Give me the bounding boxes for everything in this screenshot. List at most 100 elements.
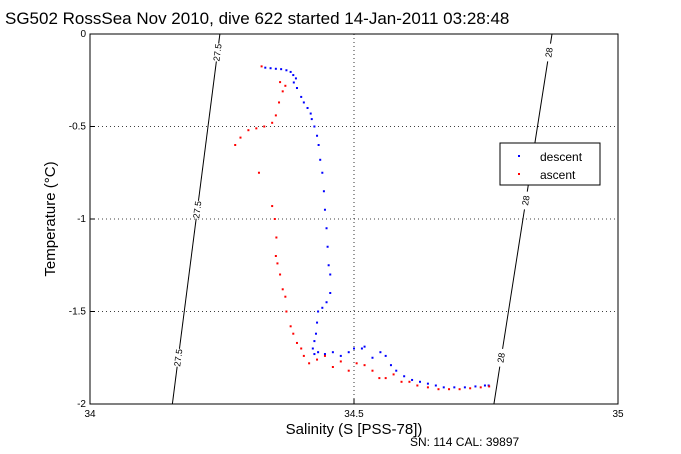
y-tick-label: -0.5	[69, 122, 87, 133]
descent-point	[314, 332, 317, 335]
ascent-point	[255, 127, 258, 130]
legend: descent ascent	[499, 142, 601, 186]
descent-point	[411, 378, 414, 381]
y-tick-label: -1.5	[69, 307, 87, 318]
x-tick-label: 34.5	[344, 409, 364, 420]
ascent-point	[274, 255, 277, 257]
isopycnal-label: 27.5	[172, 348, 184, 367]
ascent-point	[257, 171, 260, 174]
ascent-point	[295, 341, 298, 344]
descent-point	[360, 347, 363, 350]
footer-serial-cal: SN: 114 CAL: 39897	[410, 435, 520, 449]
descent-point	[353, 347, 355, 350]
ascent-point	[260, 65, 263, 68]
ascent-point	[347, 369, 350, 372]
descent-point	[339, 354, 342, 357]
isopycnal-line	[171, 33, 221, 405]
ascent-point	[234, 144, 237, 146]
ascent-point	[271, 121, 274, 124]
descent-point	[453, 386, 456, 389]
ascent-point	[271, 205, 274, 208]
isopycnal-label-bg	[172, 348, 185, 368]
ascent-point	[281, 90, 284, 93]
isopycnal-label-bg	[211, 42, 224, 63]
descent-point	[483, 384, 486, 387]
descent-point	[264, 66, 267, 69]
descent-point	[321, 306, 324, 309]
descent-point	[331, 351, 334, 354]
descent-point	[323, 353, 326, 356]
ascent-point	[278, 101, 281, 104]
ascent-point	[371, 369, 374, 372]
ascent-point	[426, 386, 429, 389]
ascent-point	[276, 262, 279, 265]
descent-point	[326, 245, 329, 248]
legend-label-descent: descent	[540, 150, 583, 164]
ascent-point	[469, 387, 472, 390]
descent-point	[419, 380, 421, 383]
ascent-point	[384, 377, 387, 380]
descent-point	[329, 273, 332, 276]
ascent-point	[339, 360, 342, 363]
ascent-point	[323, 354, 326, 357]
isopycnal-label: 28	[520, 195, 531, 206]
ascent-point	[308, 362, 311, 365]
ascent-point	[281, 288, 284, 291]
isopycnal-label: 28	[495, 352, 506, 363]
descent-point	[311, 347, 314, 350]
descent-point	[323, 208, 326, 211]
descent-point	[347, 351, 350, 354]
isopycnal-label: 27.5	[211, 43, 223, 62]
ascent-point	[285, 310, 288, 313]
descent-point	[319, 158, 322, 161]
isopycnal-label-bg	[191, 200, 204, 220]
ascent-point	[284, 295, 287, 298]
y-tick-label: -2	[77, 399, 86, 410]
descent-point	[474, 385, 477, 388]
ascent-point	[408, 380, 411, 383]
descent-point	[327, 264, 330, 267]
ascent-point	[355, 362, 358, 365]
descent-point	[306, 107, 309, 109]
ascent-point	[448, 388, 451, 391]
descent-point	[403, 375, 406, 378]
descent-point	[285, 69, 288, 72]
isopycnal-label-bg	[519, 190, 533, 211]
ascent-point	[239, 136, 242, 139]
descent-point	[313, 353, 316, 356]
ascent-point	[316, 358, 319, 361]
ascent-point	[275, 236, 278, 239]
ascent-point	[363, 364, 366, 367]
ascent-point	[292, 332, 295, 335]
descent-point	[313, 340, 316, 343]
descent-point	[313, 125, 316, 128]
ascent-point	[331, 366, 334, 368]
ascent-point	[488, 385, 491, 388]
descent-point	[274, 67, 277, 70]
legend-marker-descent	[518, 155, 520, 157]
descent-point	[329, 292, 332, 294]
legend-label-ascent: ascent	[540, 168, 576, 182]
y-tick-label: -1	[77, 214, 86, 225]
descent-point	[363, 345, 366, 348]
ascent-point	[274, 114, 277, 117]
ascent-point	[300, 347, 303, 350]
descent-point	[317, 351, 320, 354]
descent-point	[317, 310, 320, 313]
ascent-point	[302, 354, 305, 357]
axis-ticks: 34 34.5 35 0 -0.5 -1 -1.5 -2	[69, 29, 624, 420]
ascent-point	[400, 380, 403, 383]
descent-point	[302, 101, 305, 104]
descent-point	[289, 70, 292, 73]
descent-point	[269, 67, 272, 70]
descent-point	[280, 68, 283, 71]
descent-point	[322, 190, 325, 193]
descent-point	[300, 95, 303, 98]
descent-point	[379, 351, 382, 354]
chart-title: SG502 RossSea Nov 2010, dive 622 started…	[5, 9, 509, 28]
descent-point	[321, 171, 324, 174]
ascent-point	[279, 81, 282, 84]
descent-point	[317, 144, 320, 146]
ascent-point	[416, 384, 419, 387]
